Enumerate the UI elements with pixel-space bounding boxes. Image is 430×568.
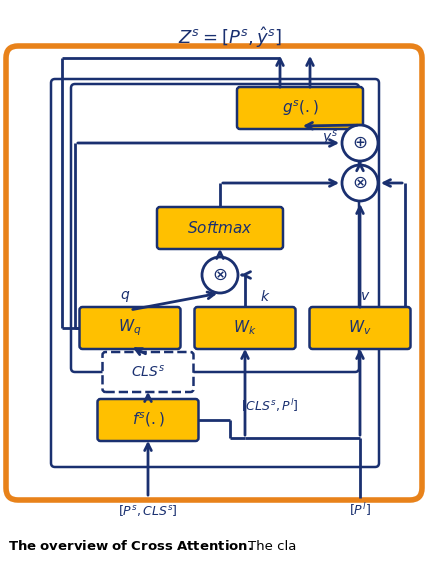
Text: $Softmax$: $Softmax$ (187, 220, 253, 236)
Text: $[P^l]$: $[P^l]$ (349, 502, 371, 519)
Text: $CLS^s$: $CLS^s$ (131, 364, 165, 380)
Text: $v$: $v$ (360, 289, 370, 303)
Text: The cla: The cla (248, 540, 296, 553)
Text: $k$: $k$ (260, 289, 270, 303)
Text: $\oplus$: $\oplus$ (352, 134, 368, 152)
FancyBboxPatch shape (157, 207, 283, 249)
Text: $[CLS^s, P^l]$: $[CLS^s, P^l]$ (241, 398, 299, 415)
Text: $W_k$: $W_k$ (233, 319, 257, 337)
Text: $W_q$: $W_q$ (118, 318, 142, 339)
Text: $g^s(.)$: $g^s(.)$ (282, 98, 318, 118)
Text: $Z^s = [P^s, \hat{y}^s]$: $Z^s = [P^s, \hat{y}^s]$ (178, 26, 282, 51)
FancyBboxPatch shape (237, 87, 363, 129)
FancyBboxPatch shape (194, 307, 295, 349)
FancyBboxPatch shape (310, 307, 411, 349)
Circle shape (342, 165, 378, 201)
Text: $f^s(.)$: $f^s(.)$ (132, 411, 164, 429)
Circle shape (342, 125, 378, 161)
FancyBboxPatch shape (102, 352, 194, 392)
Text: $q$: $q$ (120, 289, 130, 303)
Text: $y^s$: $y^s$ (322, 128, 338, 148)
FancyBboxPatch shape (98, 399, 199, 441)
Text: $\otimes$: $\otimes$ (212, 266, 228, 284)
Text: $W_v$: $W_v$ (348, 319, 372, 337)
Circle shape (202, 257, 238, 293)
Text: $\otimes$: $\otimes$ (352, 174, 368, 192)
Text: $\bf{The\ overview\ of\ Cross\ Attention.}$: $\bf{The\ overview\ of\ Cross\ Attention… (8, 539, 253, 553)
Text: $[P^s, CLS^s]$: $[P^s, CLS^s]$ (118, 503, 178, 517)
FancyBboxPatch shape (80, 307, 181, 349)
